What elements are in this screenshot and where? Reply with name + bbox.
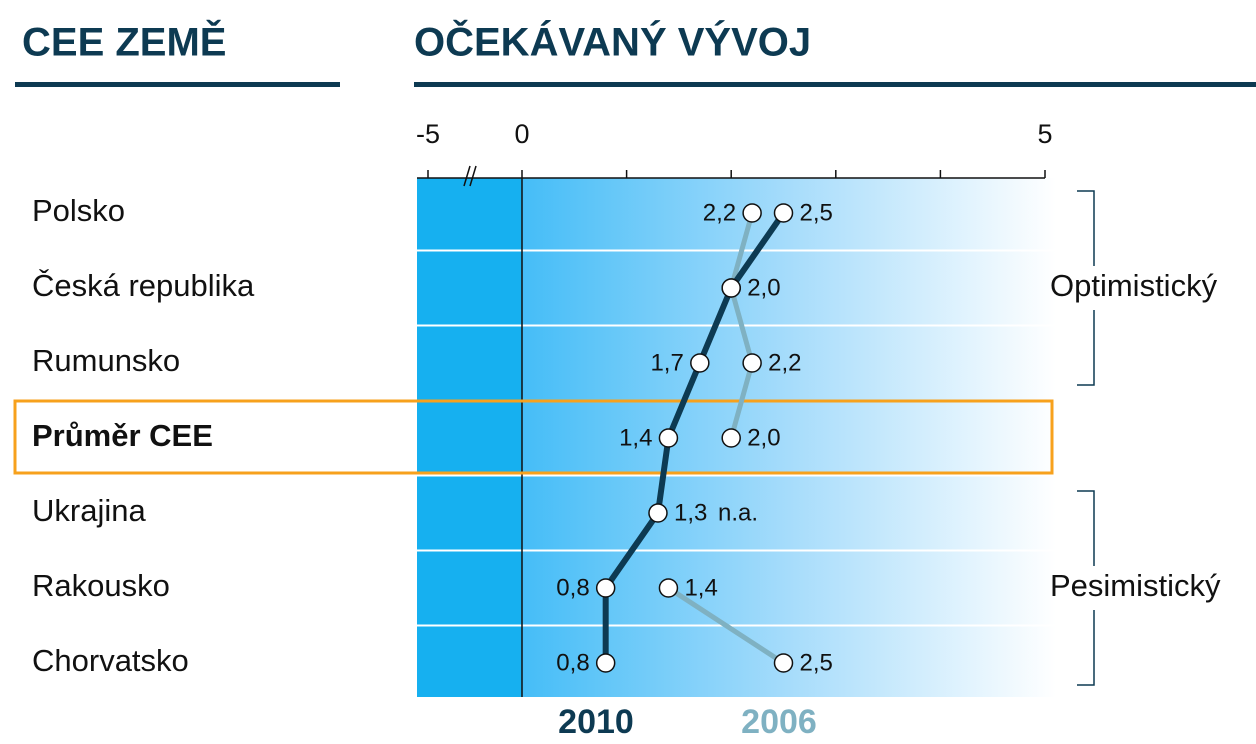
category-label: Rakousko xyxy=(32,568,170,603)
series-line xyxy=(667,212,785,666)
header-rule xyxy=(15,82,340,87)
data-point xyxy=(595,578,616,598)
data-point xyxy=(658,578,679,598)
legend-entry: 2010 xyxy=(558,703,634,741)
category-label: Ukrajina xyxy=(32,493,146,528)
group-bracket xyxy=(1077,490,1095,686)
category-label: Průměr CEE xyxy=(32,418,213,453)
value-label: 2,5 xyxy=(800,199,833,226)
data-point xyxy=(658,428,679,448)
x-tick-label: 0 xyxy=(514,119,529,149)
data-point xyxy=(595,653,616,673)
value-label: 1,4 xyxy=(684,574,717,601)
category-label: Chorvatsko xyxy=(32,643,189,678)
category-label: Polsko xyxy=(32,193,125,228)
data-point xyxy=(690,353,710,373)
value-label: 2,2 xyxy=(703,199,736,226)
header: OČEKÁVANÝ VÝVOJ xyxy=(414,19,811,65)
group-label: Optimistický xyxy=(1050,268,1218,303)
axis-break xyxy=(469,165,477,187)
value-label: 0,8 xyxy=(556,649,589,676)
data-point xyxy=(648,503,668,523)
value-label: 1,7 xyxy=(650,349,683,376)
data-point xyxy=(742,353,762,373)
data-point xyxy=(742,203,762,223)
x-tick-label: 5 xyxy=(1037,119,1052,149)
value-label: 2,0 xyxy=(747,424,780,451)
break-panel xyxy=(417,178,522,697)
axis-break xyxy=(463,165,471,187)
category-label: Česká republika xyxy=(32,268,255,303)
value-label: 2,5 xyxy=(800,649,833,676)
value-label: 2,2 xyxy=(768,349,801,376)
category-label: Rumunsko xyxy=(32,343,180,378)
header: CEE ZEMĚ xyxy=(22,19,226,65)
value-label: 1,4 xyxy=(619,424,652,451)
value-label: 0,8 xyxy=(556,574,589,601)
value-label: 1,3 xyxy=(674,499,707,526)
value-label: n.a. xyxy=(718,499,758,526)
data-point xyxy=(773,653,794,673)
data-point xyxy=(773,203,794,223)
plot-panel xyxy=(522,178,1056,697)
data-point xyxy=(721,278,741,298)
group-bracket xyxy=(1077,190,1095,386)
x-tick-label: -5 xyxy=(416,119,440,149)
highlight-box xyxy=(13,399,1054,475)
group-label: Pesimistický xyxy=(1050,568,1221,603)
legend-entry: 2006 xyxy=(741,703,817,741)
header-rule xyxy=(414,82,1256,87)
data-point xyxy=(721,428,741,448)
value-label: 2,0 xyxy=(747,274,780,301)
